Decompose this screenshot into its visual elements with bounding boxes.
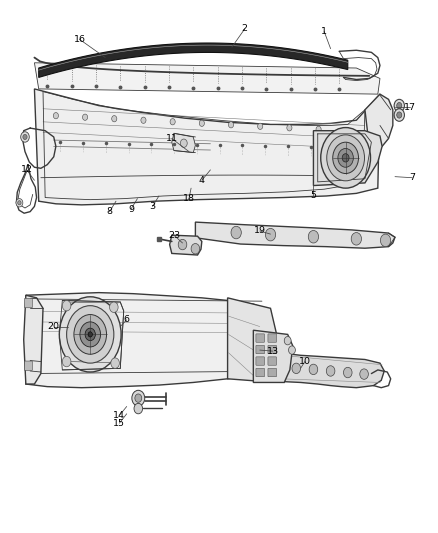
Circle shape bbox=[111, 358, 120, 368]
Circle shape bbox=[258, 123, 263, 130]
Circle shape bbox=[342, 154, 349, 162]
Circle shape bbox=[333, 142, 358, 174]
FancyBboxPatch shape bbox=[268, 334, 276, 342]
Circle shape bbox=[80, 322, 101, 347]
FancyBboxPatch shape bbox=[25, 298, 32, 308]
Text: 18: 18 bbox=[183, 194, 195, 203]
Polygon shape bbox=[365, 94, 393, 149]
Circle shape bbox=[62, 357, 71, 367]
Circle shape bbox=[284, 336, 291, 345]
Polygon shape bbox=[26, 293, 271, 387]
Polygon shape bbox=[172, 133, 195, 152]
Circle shape bbox=[345, 128, 350, 134]
Circle shape bbox=[74, 314, 106, 354]
Circle shape bbox=[21, 132, 29, 142]
Text: 8: 8 bbox=[106, 207, 113, 216]
Circle shape bbox=[18, 201, 21, 205]
Text: 17: 17 bbox=[404, 103, 416, 112]
Polygon shape bbox=[39, 43, 348, 77]
Circle shape bbox=[59, 297, 121, 372]
Text: 16: 16 bbox=[74, 35, 85, 44]
Circle shape bbox=[327, 135, 364, 181]
Circle shape bbox=[135, 394, 142, 402]
Polygon shape bbox=[279, 353, 384, 387]
Circle shape bbox=[289, 346, 295, 354]
Circle shape bbox=[178, 239, 187, 250]
Polygon shape bbox=[35, 89, 380, 205]
Text: 1: 1 bbox=[321, 27, 327, 36]
Circle shape bbox=[112, 116, 117, 122]
Circle shape bbox=[309, 364, 318, 375]
Text: 5: 5 bbox=[311, 191, 316, 200]
Circle shape bbox=[132, 390, 145, 406]
Circle shape bbox=[338, 149, 353, 167]
Circle shape bbox=[326, 366, 335, 376]
Text: 6: 6 bbox=[124, 316, 130, 324]
Polygon shape bbox=[228, 298, 279, 382]
FancyBboxPatch shape bbox=[25, 361, 32, 370]
FancyBboxPatch shape bbox=[268, 345, 276, 354]
Text: 20: 20 bbox=[48, 322, 60, 331]
Circle shape bbox=[141, 117, 146, 123]
Circle shape bbox=[16, 199, 23, 207]
Circle shape bbox=[110, 302, 118, 312]
Circle shape bbox=[321, 127, 371, 188]
Circle shape bbox=[191, 244, 200, 254]
FancyBboxPatch shape bbox=[256, 345, 265, 354]
Circle shape bbox=[231, 227, 241, 239]
Text: 3: 3 bbox=[149, 202, 155, 211]
Text: 13: 13 bbox=[267, 346, 279, 356]
Polygon shape bbox=[35, 63, 380, 94]
Circle shape bbox=[53, 112, 58, 119]
FancyBboxPatch shape bbox=[268, 357, 276, 365]
Text: 15: 15 bbox=[113, 419, 125, 427]
Circle shape bbox=[67, 306, 114, 363]
FancyBboxPatch shape bbox=[256, 334, 265, 342]
FancyBboxPatch shape bbox=[256, 357, 265, 365]
Circle shape bbox=[308, 230, 318, 243]
Circle shape bbox=[229, 122, 233, 128]
Text: 14: 14 bbox=[113, 411, 125, 420]
Circle shape bbox=[82, 114, 88, 120]
Polygon shape bbox=[195, 222, 395, 248]
Circle shape bbox=[394, 109, 404, 122]
Circle shape bbox=[397, 112, 402, 118]
Circle shape bbox=[180, 139, 187, 148]
Circle shape bbox=[380, 234, 391, 247]
Circle shape bbox=[170, 119, 175, 125]
FancyBboxPatch shape bbox=[256, 368, 265, 377]
Text: 7: 7 bbox=[409, 173, 415, 182]
FancyBboxPatch shape bbox=[268, 368, 276, 377]
Circle shape bbox=[85, 328, 95, 341]
Circle shape bbox=[287, 125, 292, 131]
Circle shape bbox=[134, 403, 143, 414]
Circle shape bbox=[199, 120, 205, 126]
Polygon shape bbox=[170, 235, 202, 255]
Text: 9: 9 bbox=[128, 205, 134, 214]
Text: 2: 2 bbox=[242, 25, 248, 34]
Circle shape bbox=[265, 228, 276, 241]
Circle shape bbox=[397, 102, 402, 109]
Text: 4: 4 bbox=[199, 176, 205, 185]
Text: 12: 12 bbox=[21, 165, 33, 174]
Circle shape bbox=[316, 126, 321, 133]
Text: 10: 10 bbox=[299, 357, 311, 366]
Circle shape bbox=[292, 363, 300, 374]
Text: 11: 11 bbox=[166, 134, 178, 143]
Circle shape bbox=[343, 367, 352, 378]
Circle shape bbox=[62, 301, 71, 311]
Circle shape bbox=[23, 134, 27, 140]
Circle shape bbox=[88, 332, 92, 337]
Polygon shape bbox=[314, 131, 382, 185]
Circle shape bbox=[360, 369, 368, 379]
Polygon shape bbox=[253, 330, 293, 383]
Circle shape bbox=[351, 232, 361, 245]
Circle shape bbox=[394, 99, 404, 112]
Polygon shape bbox=[24, 295, 43, 384]
Text: 23: 23 bbox=[168, 231, 180, 240]
Text: 19: 19 bbox=[254, 227, 266, 236]
